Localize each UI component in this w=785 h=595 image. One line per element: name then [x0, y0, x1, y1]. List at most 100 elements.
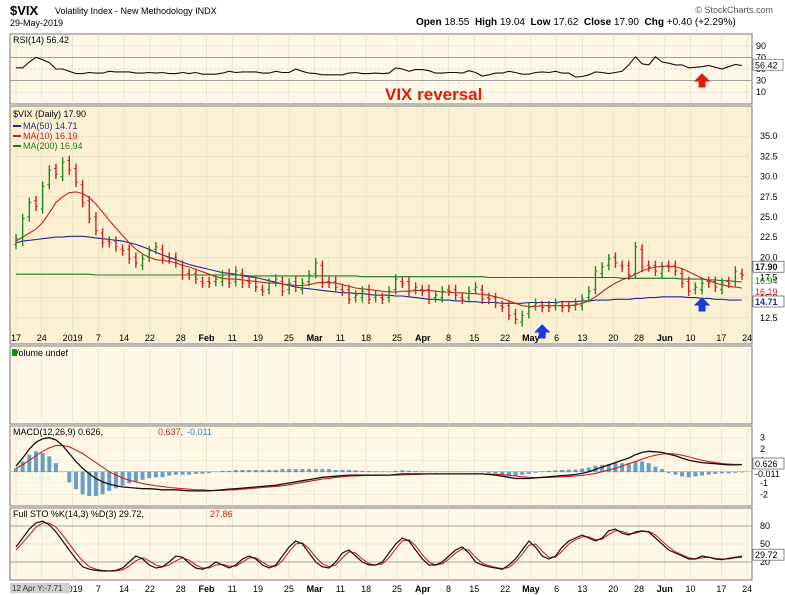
- macd-y-tick-label: -1: [760, 478, 768, 488]
- macd-histogram-bar: [53, 463, 58, 473]
- stoch-x-tick-label: Feb: [199, 584, 216, 594]
- macd-histogram-bar: [680, 471, 685, 477]
- price-x-tick-label: 17: [11, 333, 21, 343]
- macd-histogram-bar: [573, 469, 578, 473]
- open-value: 18.55: [444, 17, 470, 28]
- macd-histogram-bar: [553, 470, 558, 473]
- price-x-tick-label: 17: [716, 333, 726, 343]
- stoch-x-tick-label: Jun: [657, 584, 673, 594]
- macd-histogram-bar: [47, 456, 52, 473]
- ticker-symbol: $VIX: [10, 3, 39, 18]
- stockcharts-brand: © StockCharts.com: [695, 5, 773, 15]
- macd-histogram-bar: [460, 471, 465, 473]
- macd-histogram-bar: [360, 470, 365, 473]
- ma50-line: [15, 235, 743, 304]
- macd-histogram-bar: [153, 471, 158, 478]
- macd-y-tick-label: 3: [760, 433, 765, 443]
- macd-histogram-bar: [620, 463, 625, 473]
- stoch-x-tick-label: 11: [228, 584, 237, 594]
- macd-histogram-bar: [526, 471, 531, 474]
- price-x-tick-label: 28: [634, 333, 644, 343]
- macd-histogram-bar: [633, 461, 638, 473]
- macd-histogram-bar: [147, 471, 152, 479]
- macd-histogram-bar: [686, 471, 691, 478]
- stoch-x-tick-label: 14: [119, 584, 129, 594]
- macd-histogram-bar: [193, 471, 198, 474]
- macd-histogram-bar: [367, 471, 372, 473]
- macd-histogram-bar: [200, 471, 205, 474]
- macd-histogram-bar: [493, 471, 498, 474]
- price-x-tick-label: Apr: [415, 333, 431, 343]
- price-x-tick-label: Mar: [307, 333, 324, 343]
- macd-histogram-bar: [480, 471, 485, 473]
- macd-histogram-bar: [540, 471, 545, 473]
- macd-histogram-bar: [420, 471, 425, 473]
- price-x-tick-label: 25: [284, 333, 294, 343]
- price-x-tick-label: 10: [686, 333, 696, 343]
- price-x-tick-label: 11: [336, 333, 345, 343]
- macd-histogram-bar: [380, 471, 385, 473]
- stoch-x-tick-label: 8: [446, 584, 451, 594]
- macd-histogram-bar: [726, 471, 731, 474]
- stoch-y-tick-label: 50: [760, 539, 770, 549]
- rsi-line: [16, 55, 743, 78]
- macd-last-label: 0.626: [755, 459, 778, 469]
- stoch-x-tick-label: 22: [500, 584, 510, 594]
- macd-histogram-bar: [486, 471, 491, 473]
- macd-histogram-bar: [720, 471, 725, 474]
- macd-histogram-bar: [20, 461, 25, 473]
- vol-panel-bg: [9, 345, 753, 425]
- price-y-tick-label: 35.0: [760, 131, 778, 141]
- price-y-tick-label: 32.5: [760, 151, 778, 161]
- price-y-tick-label: 30.0: [760, 172, 778, 182]
- macd-histogram-bar: [187, 471, 192, 475]
- macd-histogram-bar: [67, 471, 72, 483]
- stoch-title: Full STO %K(14,3) %D(3) 29.72,: [13, 509, 144, 519]
- macd-histogram-bar: [373, 471, 378, 473]
- macd-histogram-bar: [560, 469, 565, 473]
- macd-histogram-bar: [207, 471, 212, 474]
- blue-up-arrow-may: [693, 297, 711, 312]
- macd-histogram-bar: [386, 471, 391, 473]
- macd-histogram-bar: [393, 470, 398, 473]
- rsi-y-tick-label: 30: [756, 76, 766, 86]
- macd-histogram-bar: [227, 470, 232, 473]
- rsi-y-tick-label: 90: [756, 41, 766, 51]
- vix-reversal-annotation: VIX reversal: [385, 85, 482, 104]
- macd-histogram-bar: [566, 469, 571, 473]
- stoch-x-tick-label: 18: [361, 584, 371, 594]
- stoch-y-tick-label: 20: [760, 557, 770, 567]
- price-y-tick-label: 25.0: [760, 212, 778, 222]
- price-x-tick-label: 14: [119, 333, 129, 343]
- macd-histogram-bar: [273, 469, 278, 473]
- macd-histogram-bar: [646, 463, 651, 473]
- macd-histogram-bar: [113, 471, 118, 489]
- macd-histogram-bar: [120, 471, 125, 486]
- price-x-tick-label: 24: [37, 333, 47, 343]
- macd-histogram-bar: [173, 471, 178, 475]
- macd-histogram-bar: [313, 469, 318, 473]
- instrument-name-text: Volatility Index - New Methodology: [55, 6, 193, 16]
- macd-histogram-bar: [660, 469, 665, 473]
- macd-histogram-bar: [353, 470, 358, 473]
- price-last-label: 14.71: [755, 297, 778, 307]
- stoch-x-tick-label: Mar: [307, 584, 324, 594]
- price-x-tick-label: 2019: [63, 333, 83, 343]
- macd-histogram-bar: [640, 461, 645, 473]
- macd-histogram-bar: [160, 471, 165, 478]
- stoch-x-tick-label: 13: [577, 584, 587, 594]
- macd-histogram-bar: [586, 467, 591, 473]
- macd-histogram-bar: [580, 468, 585, 473]
- price-x-tick-label: May: [522, 333, 540, 343]
- price-x-tick-label: 13: [577, 333, 587, 343]
- ma-legend-label: MA(10) 16.19: [23, 131, 78, 141]
- macd-line: [15, 437, 743, 492]
- volume-title: Volume undef: [13, 348, 69, 358]
- price-x-tick-label: 8: [446, 333, 451, 343]
- macd-histogram-bar: [546, 470, 551, 473]
- stoch-y-tick-label: 80: [760, 521, 770, 531]
- stoch-x-tick-label: 19: [253, 584, 263, 594]
- instrument-name: Volatility Index - New Methodology INDX: [55, 6, 217, 16]
- macd-histogram-bar: [513, 471, 518, 476]
